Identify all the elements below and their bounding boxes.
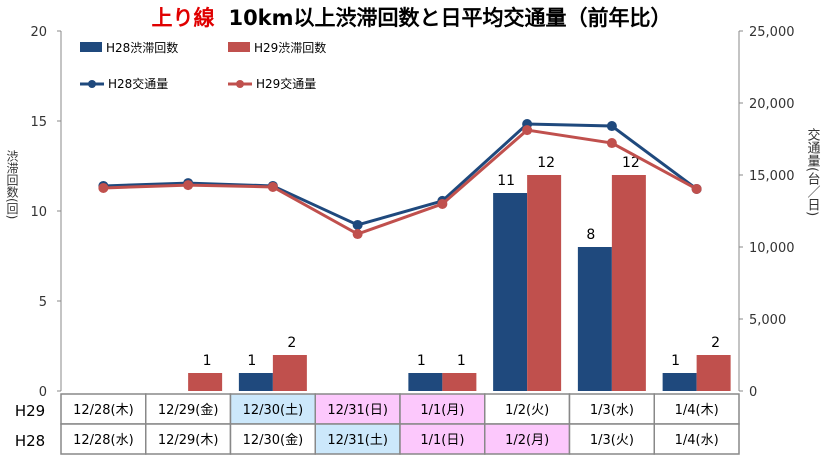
bar-data-label: 2	[711, 335, 720, 351]
bar-h28	[238, 373, 273, 391]
chart-title: 上り線 10km以上渋滞回数と日平均交通量（前年比）	[0, 2, 823, 32]
bar-h29	[611, 175, 646, 391]
line-point	[98, 182, 109, 193]
left-tick-label: 20	[30, 25, 47, 40]
date-label: 12/30(金)	[243, 432, 304, 448]
table-cell	[314, 423, 401, 455]
line-h28	[103, 122, 698, 227]
title-main: 10km以上渋滞回数と日平均交通量（前年比）	[228, 6, 672, 30]
bar-h28	[662, 373, 697, 391]
bar-data-label: 1	[247, 353, 256, 369]
date-label: 1/2(月)	[505, 433, 549, 448]
legend-swatch	[228, 42, 250, 52]
legend-label: H28渋滞回数	[106, 40, 178, 55]
bar-h29	[188, 373, 223, 391]
line-h29	[103, 128, 698, 236]
line-point	[437, 198, 448, 209]
line-point	[606, 138, 617, 149]
date-label: 1/1(月)	[420, 403, 464, 418]
table-cell	[314, 393, 401, 425]
title-prefix: 上り線	[151, 6, 215, 30]
legend-label: H29交通量	[256, 76, 316, 91]
right-tick-label: 0	[749, 385, 757, 400]
left-tick-label: 0	[39, 385, 47, 400]
bar-h28	[408, 373, 443, 391]
date-label: 12/31(土)	[327, 433, 388, 448]
date-label: 1/4(水)	[675, 433, 719, 448]
table-cell	[145, 423, 232, 455]
line-point	[522, 125, 533, 136]
bar-h29	[527, 175, 562, 391]
table-cell	[399, 423, 486, 455]
bar-data-label: 1	[203, 353, 212, 369]
bar-data-label: 8	[586, 227, 595, 243]
bar-data-label: 1	[457, 353, 466, 369]
line-point	[183, 180, 194, 191]
bar-h28	[577, 247, 612, 391]
bar-data-label: 12	[537, 155, 555, 171]
left-tick-label: 5	[39, 295, 47, 310]
right-axis-title: 交通量(台／日)	[805, 127, 821, 216]
date-label: 12/31(日)	[327, 403, 388, 418]
right-tick-label: 15,000	[749, 169, 795, 184]
date-label: 12/29(金)	[158, 402, 219, 418]
table-cell	[145, 393, 232, 425]
legend-marker	[236, 80, 244, 88]
line-point	[352, 229, 363, 240]
line-point	[267, 181, 278, 192]
legend-swatch	[80, 42, 102, 52]
line-point	[606, 121, 617, 132]
date-label: 1/3(水)	[590, 403, 634, 418]
table-cell	[653, 423, 740, 455]
right-tick-label: 5,000	[749, 313, 786, 328]
date-label: 1/2(火)	[505, 403, 549, 418]
bar-h29	[442, 373, 477, 391]
table-cell	[399, 393, 486, 425]
bar-data-label: 1	[417, 353, 426, 369]
bar-data-label: 1	[671, 353, 680, 369]
legend-label: H29渋滞回数	[254, 40, 326, 55]
date-label: 12/28(木)	[73, 403, 134, 418]
date-label: 1/3(火)	[590, 433, 634, 448]
line-point	[691, 183, 702, 194]
right-tick-label: 20,000	[749, 97, 795, 112]
table-cell	[568, 423, 655, 455]
legend-label: H28交通量	[108, 76, 168, 91]
left-tick-label: 10	[30, 205, 47, 220]
row-label: H29	[15, 402, 45, 420]
line-point	[352, 219, 363, 230]
left-tick-label: 15	[30, 115, 47, 130]
bar-data-label: 2	[287, 335, 296, 351]
legend-marker	[88, 80, 96, 88]
date-label: 1/1(日)	[420, 433, 464, 448]
table-cell	[229, 423, 316, 455]
table-cell	[60, 423, 147, 455]
bar-h29	[272, 355, 307, 391]
date-label: 1/4(木)	[675, 403, 719, 418]
bar-data-label: 12	[622, 155, 640, 171]
left-axis-title: 渋滞回数(回)	[5, 150, 19, 220]
date-label: 12/28(水)	[73, 433, 134, 448]
date-label: 12/30(土)	[243, 403, 304, 418]
right-tick-label: 25,000	[749, 25, 795, 40]
bar-data-label: 11	[497, 173, 515, 189]
right-tick-label: 10,000	[749, 241, 795, 256]
date-label: 12/29(木)	[158, 433, 219, 448]
bar-h29	[696, 355, 731, 391]
bar-h28	[493, 193, 528, 391]
row-label: H28	[15, 432, 45, 450]
